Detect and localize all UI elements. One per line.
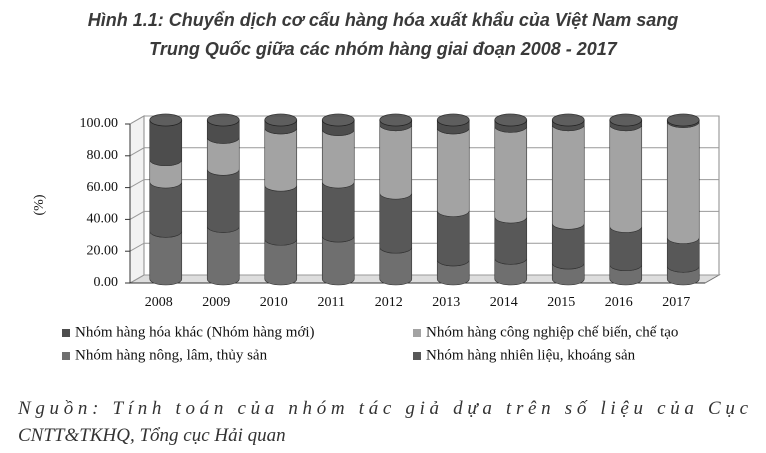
grid-line [129,147,719,157]
y-tick-label: 20.00 [87,243,119,258]
bar-segment [494,126,528,224]
x-tick-label: 2012 [375,295,403,310]
cylinder-top [206,113,240,127]
cylinder-top [494,113,528,127]
source-note: CNTT&TKHQ, Tổng cục Hải quan [18,425,286,446]
bar-segment [609,124,643,233]
bar-segment [436,210,470,267]
chart-title: Hình 1.1: Chuyển dịch cơ cấu hàng hóa xu… [88,10,679,30]
bar-segment [666,121,700,244]
bar-segment [149,181,183,238]
cylinder-top [666,113,700,127]
bar-segment [436,127,470,217]
x-tick-label: 2010 [260,295,288,310]
bar-segment [149,231,183,286]
legend-label: Nhóm hàng nông, lâm, thủy sản [75,347,268,363]
grid-line [129,179,719,189]
x-tick-label: 2011 [318,295,345,310]
chart-title: Trung Quốc giữa các nhóm hàng giai đoạn … [149,39,618,59]
bar-segment [264,239,298,286]
y-tick-label: 60.00 [87,180,119,195]
cylinder-top [321,113,355,127]
bar-segment [206,226,240,286]
grid-line [129,274,719,284]
x-tick-label: 2008 [145,295,173,310]
x-tick-label: 2014 [490,295,518,310]
grid-line [129,210,719,220]
x-tick-label: 2015 [547,295,575,310]
bar-segment [379,193,413,254]
bar-segment [321,236,355,286]
legend-swatch [413,352,421,360]
x-tick-label: 2009 [202,295,230,310]
legend-swatch [413,329,421,337]
bar-segment [264,185,298,246]
bar-segment [149,119,183,167]
bar-segment [609,226,643,271]
y-axis-label: (%) [32,194,47,215]
cylinder-top [609,113,643,127]
y-tick-label: 100.00 [80,116,119,131]
bar-segment [551,124,585,230]
y-tick-label: 80.00 [87,148,119,163]
x-tick-label: 2017 [662,295,690,310]
y-tick-label: 0.00 [94,275,119,290]
bar-segment [494,216,528,265]
bar-segment [321,129,355,189]
bar-segment [206,169,240,233]
legend-swatch [62,352,70,360]
bar-segment [264,127,298,192]
grid-line [129,115,719,125]
side-wall [129,115,145,284]
cylinder-top [379,113,413,127]
bar-segment [321,181,355,243]
x-tick-label: 2016 [605,295,633,310]
bar-segment [379,124,413,200]
grid-line [129,242,719,252]
x-tick-label: 2013 [432,295,460,310]
cylinder-top [264,113,298,127]
cylinder-top [436,113,470,127]
cylinder-top [551,113,585,127]
legend-label: Nhóm hàng hóa khác (Nhóm hàng mới) [75,324,315,340]
source-note: Nguồn: Tính toán của nhóm tác giả dựa tr… [17,398,749,419]
y-tick-label: 40.00 [87,212,119,227]
legend-swatch [62,329,70,337]
legend-label: Nhóm hàng công nghiệp chế biến, chế tạo [426,324,678,340]
bar-segment [551,223,585,270]
legend-label: Nhóm hàng nhiên liệu, khoáng sản [426,347,636,363]
cylinder-top [149,113,183,127]
